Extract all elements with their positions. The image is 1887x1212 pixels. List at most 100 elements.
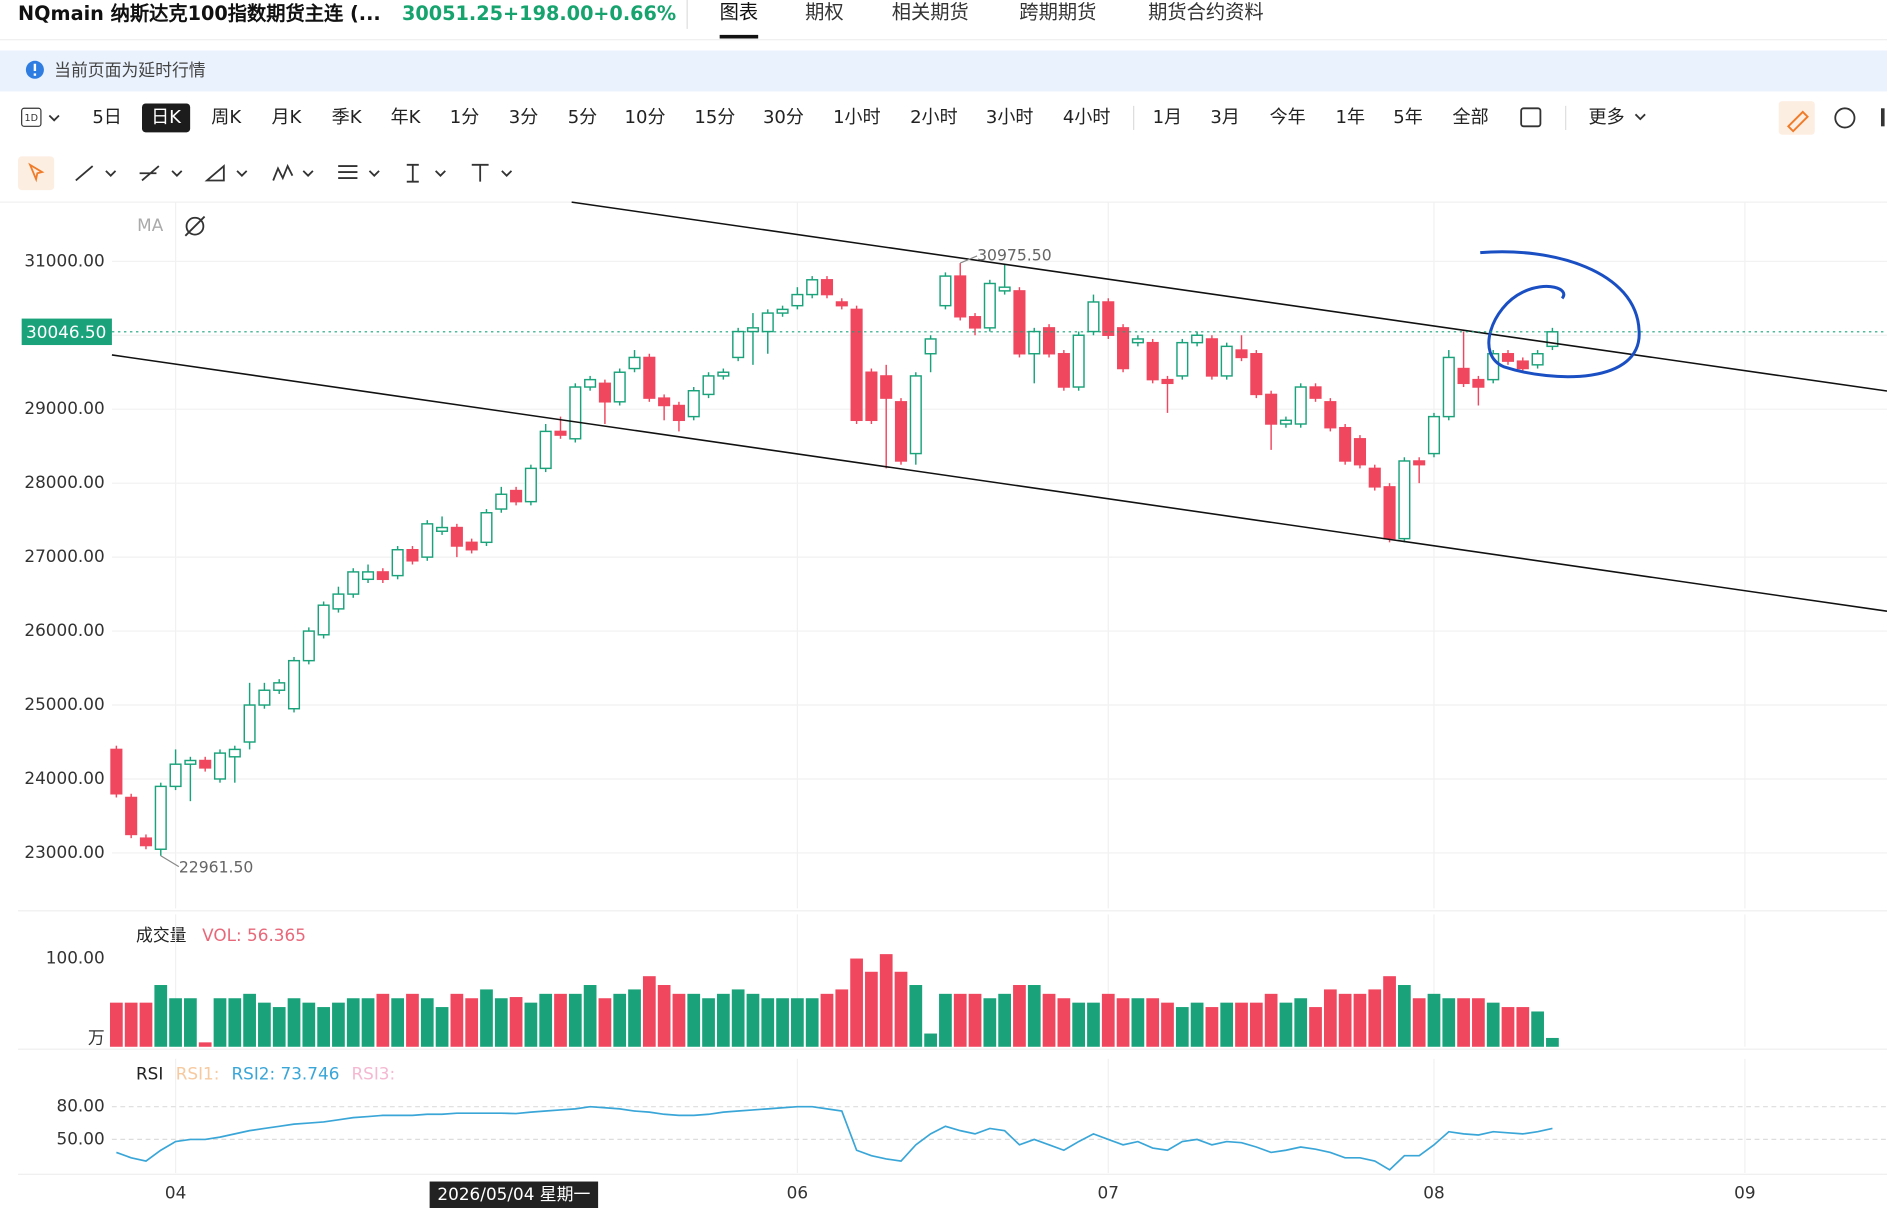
crosshair-box — [429, 1181, 599, 1208]
volume-bar — [1486, 1002, 1500, 1047]
candle-body — [954, 275, 967, 318]
gauge-icon[interactable] — [1834, 107, 1856, 129]
more-button[interactable]: 更多 — [1589, 107, 1625, 128]
candle-body — [1191, 334, 1204, 344]
volume-bar — [184, 998, 197, 1047]
candle-body — [1339, 426, 1352, 462]
volume-bar — [835, 989, 849, 1047]
candle-body — [998, 286, 1011, 292]
wave-tool[interactable] — [272, 163, 294, 181]
hand-drawn-circle[interactable] — [1480, 250, 1641, 379]
tab[interactable]: 图表 — [720, 1, 759, 24]
volume-bar — [998, 993, 1012, 1047]
candle-body — [450, 526, 463, 547]
rsi-legend: RSI1: — [176, 1063, 220, 1083]
period-button[interactable]: 1小时 — [833, 107, 881, 128]
period-button[interactable]: 3小时 — [986, 107, 1034, 128]
volume-bar — [953, 993, 967, 1047]
candle-body — [850, 308, 863, 422]
tab[interactable]: 相关期货 — [892, 1, 969, 24]
period-button[interactable]: 2小时 — [910, 107, 958, 128]
volume-bar — [1116, 998, 1130, 1047]
volume-bar — [1131, 998, 1145, 1047]
trend-line[interactable] — [571, 201, 1887, 392]
fib-tool[interactable] — [338, 165, 358, 179]
period-button[interactable]: 4小时 — [1063, 107, 1111, 128]
price: 30051.25 — [402, 2, 503, 25]
period-button[interactable]: 周K — [211, 107, 242, 128]
volume-bar — [1057, 998, 1071, 1047]
label-tool[interactable] — [471, 163, 489, 182]
period-button[interactable]: 年K — [391, 107, 422, 128]
candle-body — [243, 704, 256, 743]
calendar-icon[interactable] — [1520, 107, 1542, 128]
period-button[interactable]: 5日 — [92, 107, 122, 128]
cursor-tool[interactable] — [18, 156, 55, 191]
candle-body — [1043, 327, 1056, 355]
period-button[interactable]: 季K — [332, 107, 363, 128]
range-button[interactable]: 今年 — [1270, 107, 1306, 128]
volume-bar — [983, 998, 997, 1047]
candle-body — [154, 785, 167, 850]
volume-bar — [1309, 1007, 1322, 1047]
volume-bar — [524, 1002, 538, 1047]
candle-body — [732, 330, 745, 359]
volume-bar — [820, 993, 834, 1047]
channel-tool[interactable] — [139, 165, 160, 182]
candle-body — [1072, 334, 1085, 388]
change: +198.00 — [503, 2, 593, 25]
period-button[interactable]: 10分 — [625, 107, 666, 128]
candle-body — [1087, 301, 1100, 333]
range-button[interactable]: 1年 — [1336, 107, 1366, 128]
candle-body — [495, 493, 508, 510]
visibility-icon[interactable] — [185, 216, 205, 236]
candle-body — [717, 371, 730, 377]
tab-underline — [719, 34, 759, 39]
x-tick-label: 06 — [787, 1183, 808, 1203]
ma-label: MA — [137, 215, 164, 235]
candle-body — [1265, 393, 1278, 425]
range-button[interactable]: 3月 — [1210, 107, 1240, 128]
candle-body — [1501, 353, 1515, 362]
period-button[interactable]: 月K — [271, 107, 302, 128]
period-button[interactable]: 日K — [151, 107, 182, 128]
period-button[interactable]: 3分 — [509, 107, 539, 128]
candle-body — [1457, 367, 1470, 385]
candle-body — [169, 763, 182, 788]
candle-body — [1146, 341, 1159, 381]
volume-bar — [1531, 1011, 1544, 1047]
period-button[interactable]: 5分 — [568, 107, 598, 128]
line-tool[interactable] — [75, 165, 94, 182]
triangle-tool[interactable] — [204, 164, 225, 182]
tab[interactable]: 期货合约资料 — [1148, 1, 1264, 24]
volume-bar — [1501, 1007, 1515, 1047]
candle-body — [983, 282, 996, 329]
period-button[interactable]: 30分 — [763, 107, 804, 128]
volume-bar — [657, 985, 671, 1047]
y-tick-label: 50.00 — [57, 1128, 105, 1148]
candle-body — [347, 571, 360, 595]
candle-body — [687, 389, 700, 418]
volume-unit: 万 — [88, 1027, 105, 1047]
volume-bar — [376, 993, 390, 1047]
range-button[interactable]: 1月 — [1153, 107, 1183, 128]
tool-dropdowns[interactable] — [105, 170, 513, 177]
period-button[interactable]: 15分 — [694, 107, 735, 128]
volume-bar — [702, 998, 715, 1047]
text-tool[interactable] — [406, 163, 419, 183]
range-button[interactable]: 全部 — [1453, 107, 1489, 128]
trend-line[interactable] — [111, 354, 1887, 612]
period-button[interactable]: 1分 — [450, 107, 480, 128]
icon[interactable] — [1880, 108, 1885, 127]
tab[interactable]: 跨期期货 — [1019, 1, 1096, 24]
rsi-title: RSI — [136, 1063, 163, 1083]
interval-icon[interactable] — [21, 107, 42, 127]
volume-bar — [1235, 1002, 1248, 1047]
rsi-line — [116, 1105, 1553, 1171]
high-label: 30975.50 — [977, 245, 1052, 264]
range-button[interactable]: 5年 — [1393, 107, 1423, 128]
drawing-tools[interactable] — [75, 163, 513, 183]
tab[interactable]: 期权 — [805, 1, 844, 24]
dropdown-arrow — [1634, 113, 1646, 121]
